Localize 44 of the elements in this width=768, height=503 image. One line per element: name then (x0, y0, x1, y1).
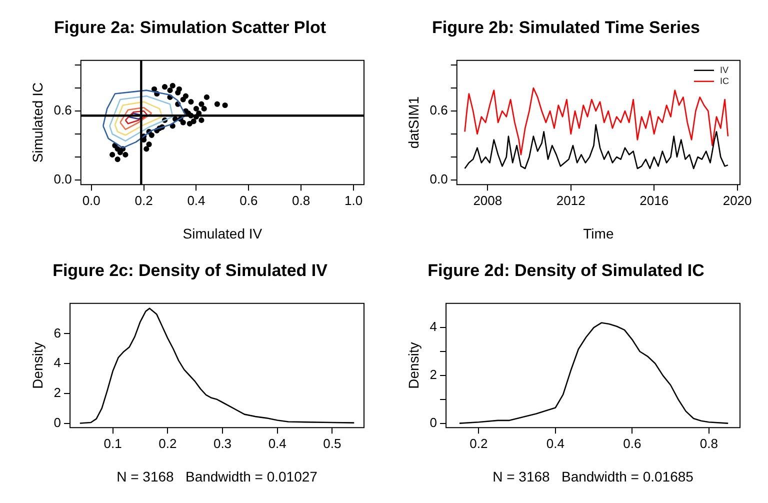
chart-title: Figure 2d: Density of Simulated IC (428, 260, 704, 280)
x-tick-label: 2008 (473, 192, 502, 208)
y-tick-label: 0 (54, 414, 62, 430)
y-axis-title: Density (29, 342, 46, 389)
y-tick-label: 0.0 (54, 172, 72, 187)
legend-label: IC (720, 76, 730, 86)
y-axis-title: Density (405, 342, 422, 389)
y-tick-label: 4 (430, 319, 438, 334)
x-tick-label: 0.8 (292, 192, 310, 208)
chart-title: Figure 2a: Simulation Scatter Plot (54, 18, 326, 37)
x-tick-label: 0.6 (623, 436, 642, 451)
chart-title: Figure 2b: Simulated Time Series (432, 18, 700, 37)
y-tick-label: 2 (430, 367, 438, 382)
y-axis-title: datSIM1 (405, 96, 422, 149)
x-axis-title: N = 3168 Bandwidth = 0.01685 (492, 468, 694, 484)
x-tick-label: 1.0 (344, 192, 363, 208)
x-tick-label: 0.4 (546, 436, 564, 451)
x-tick-label: 0.2 (158, 436, 177, 451)
x-tick-label: 0.8 (700, 436, 718, 451)
x-tick-label: 0.6 (240, 192, 258, 208)
x-tick-label: 0.1 (104, 436, 122, 451)
chart-title: Figure 2c: Density of Simulated IV (52, 260, 328, 280)
y-tick-label: 0 (430, 414, 438, 430)
x-tick-label: 0.5 (323, 436, 342, 451)
x-tick-label: 0.3 (213, 436, 232, 451)
y-tick-label: 4 (54, 355, 62, 370)
x-tick-label: 0.2 (470, 436, 488, 451)
y-axis-title: Simulated IC (29, 82, 46, 163)
x-tick-label: 0.2 (134, 192, 153, 208)
x-tick-label: 0.4 (187, 192, 206, 208)
y-tick-label: 0.6 (430, 102, 448, 118)
x-tick-label: 0.4 (268, 436, 286, 451)
y-tick-label: 6 (54, 325, 62, 340)
legend-label: IV (720, 64, 729, 75)
y-tick-label: 2 (54, 384, 62, 400)
x-tick-label: 2020 (722, 192, 752, 208)
x-tick-label: 2016 (640, 192, 669, 208)
x-axis-title: Simulated IV (182, 225, 263, 242)
x-axis-title: N = 3168 Bandwidth = 0.01027 (116, 468, 318, 484)
x-axis-title: Time (583, 225, 614, 242)
y-tick-label: 0.6 (54, 102, 72, 118)
x-tick-label: 0.0 (82, 192, 100, 208)
x-tick-label: 2012 (556, 192, 586, 208)
y-tick-label: 0.0 (430, 172, 448, 187)
